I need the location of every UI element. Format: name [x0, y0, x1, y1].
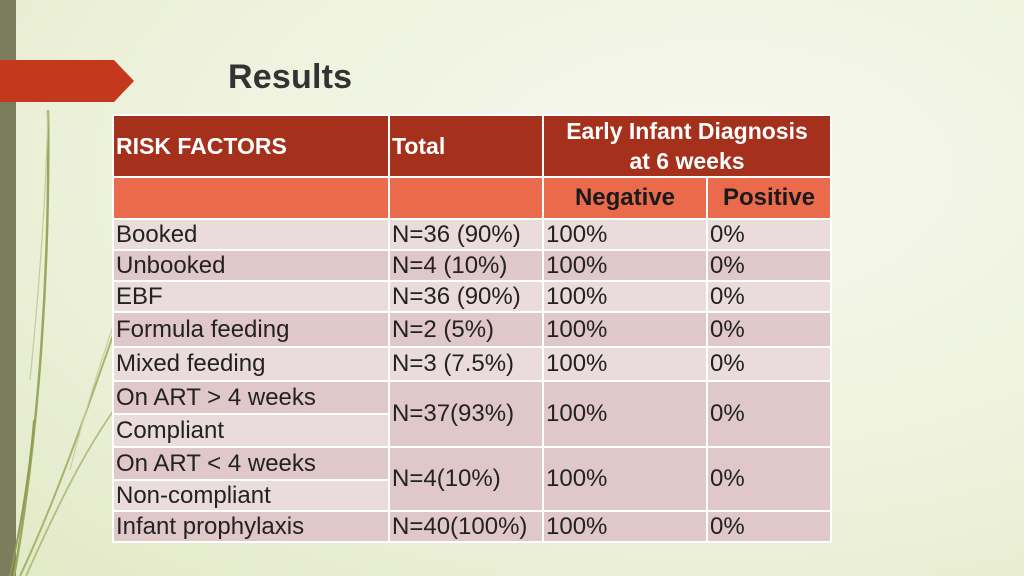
table-row: Unbooked N=4 (10%) 100% 0%	[112, 249, 832, 282]
table-row: Formula feeding N=2 (5%) 100% 0%	[112, 311, 832, 348]
row-negative: 100%	[542, 249, 708, 282]
slide-title: Results	[228, 58, 353, 96]
subheader-positive: Positive	[706, 176, 832, 220]
table-row-group2-a: On ART < 4 weeks N=4(10%) 100% 0%	[112, 446, 832, 512]
table-row-group1-b: Compliant	[112, 413, 831, 448]
row-total: N=40(100%)	[388, 510, 544, 543]
row-positive: 0%	[706, 510, 832, 543]
row-total: N=37(93%)	[388, 380, 544, 448]
row-negative: 100%	[542, 346, 708, 382]
row-factor: EBF	[112, 280, 390, 313]
row-factor: Compliant	[112, 413, 390, 448]
header-risk-factors: RISK FACTORS	[112, 114, 390, 178]
row-total: N=2 (5%)	[388, 311, 544, 348]
table-row: Infant prophylaxis N=40(100%) 100% 0%	[112, 510, 832, 543]
row-positive: 0%	[706, 380, 832, 448]
row-factor: On ART < 4 weeks	[112, 446, 390, 481]
row-factor: Booked	[112, 218, 390, 251]
table-row: EBF N=36 (90%) 100% 0%	[112, 280, 832, 313]
header-eid-line2: at 6 weeks	[629, 148, 745, 174]
row-positive: 0%	[706, 280, 832, 313]
row-factor: Infant prophylaxis	[112, 510, 390, 543]
table-subheader-row: Negative Positive	[112, 176, 832, 220]
header-early-infant-diagnosis: Early Infant Diagnosis at 6 weeks	[542, 114, 832, 178]
row-negative: 100%	[542, 280, 708, 313]
table-row: Booked N=36 (90%) 100% 0%	[112, 218, 832, 251]
table-row: Mixed feeding N=3 (7.5%) 100% 0%	[112, 346, 832, 382]
row-factor: On ART > 4 weeks	[112, 380, 390, 415]
header-total: Total	[388, 114, 544, 178]
row-total: N=4 (10%)	[388, 249, 544, 282]
table-row-group1-a: On ART > 4 weeks N=37(93%) 100% 0%	[112, 380, 832, 448]
row-positive: 0%	[706, 249, 832, 282]
header-eid-line1: Early Infant Diagnosis	[566, 118, 808, 144]
row-total: N=3 (7.5%)	[388, 346, 544, 382]
row-total: N=4(10%)	[388, 446, 544, 512]
row-positive: 0%	[706, 311, 832, 348]
title-arrow-icon	[0, 60, 134, 102]
row-total: N=36 (90%)	[388, 218, 544, 251]
row-negative: 100%	[542, 218, 708, 251]
subheader-empty-2	[388, 176, 544, 220]
row-positive: 0%	[706, 446, 832, 512]
subheader-negative: Negative	[542, 176, 708, 220]
row-total: N=36 (90%)	[388, 280, 544, 313]
row-negative: 100%	[542, 311, 708, 348]
row-negative: 100%	[542, 446, 708, 512]
row-factor: Formula feeding	[112, 311, 390, 348]
row-positive: 0%	[706, 218, 832, 251]
row-factor: Unbooked	[112, 249, 390, 282]
results-table: RISK FACTORS Total Early Infant Diagnosi…	[112, 114, 832, 543]
row-negative: 100%	[542, 380, 708, 448]
table-row-group2-b: Non-compliant	[112, 479, 831, 512]
table-header-row: RISK FACTORS Total Early Infant Diagnosi…	[112, 114, 832, 178]
subheader-empty-1	[112, 176, 390, 220]
row-factor: Mixed feeding	[112, 346, 390, 382]
row-factor: Non-compliant	[112, 479, 390, 512]
row-negative: 100%	[542, 510, 708, 543]
row-positive: 0%	[706, 346, 832, 382]
left-accent-bar	[0, 0, 16, 576]
